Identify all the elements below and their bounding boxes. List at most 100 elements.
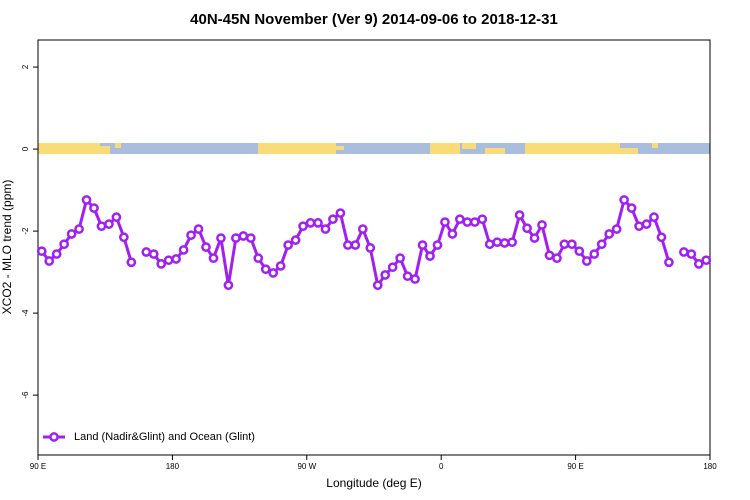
data-point [148,249,159,259]
data-point [499,238,510,248]
y-tick-label: -2 [21,227,30,235]
data-point [574,246,585,257]
data-point [365,243,376,253]
data-point [529,233,540,243]
data-point [193,224,204,234]
data-point [559,239,570,250]
x-tick-label: 180 [166,462,180,471]
data-point [410,274,420,284]
data-point [201,242,211,252]
data-point [395,253,405,264]
data-point [156,259,167,269]
data-point [641,219,652,229]
data-point [417,240,428,250]
y-tick-label: -4 [21,309,30,317]
data-point [634,221,644,232]
series-line [40,198,707,287]
data-point [432,240,443,250]
data-point [484,239,495,250]
data-point [611,224,622,234]
data-point [596,239,607,250]
data-point [44,256,55,266]
data-point [275,261,286,271]
data-point [604,229,615,239]
data-point [89,203,99,213]
data-point [537,220,547,230]
data-point [298,221,308,232]
plot-frame [37,39,711,456]
data-point [350,240,361,250]
data-point [74,224,84,234]
data-point [66,229,77,239]
data-point [679,247,689,257]
data-point [231,233,241,243]
x-axis-label: Longitude (deg E) [326,476,421,490]
data-point [253,253,264,264]
data-point [223,280,234,291]
x-tick-label: 90 W [297,462,316,471]
legend-marker [49,432,59,442]
data-point [357,224,368,234]
data-point [178,245,189,255]
data-point [96,221,107,232]
y-axis-label: XCO2 - MLO trend (ppm) [0,180,14,315]
x-tick-label: 90 E [567,462,583,471]
data-point [59,239,69,250]
data-point [216,233,226,243]
data-point [208,253,219,264]
data-point [581,256,592,266]
data-point [656,232,667,243]
data-point [104,219,114,229]
chart-title: 40N-45N November (Ver 9) 2014-09-06 to 2… [190,11,558,28]
data-point [440,217,450,227]
data-point [552,253,562,264]
y-tick-label: 0 [21,146,30,151]
data-point [260,264,271,275]
data-point [268,268,279,278]
data-point [305,218,316,228]
data-point [626,203,637,213]
data-point [126,257,137,268]
data-point [111,212,122,223]
data-point [171,254,181,264]
data-point [701,255,712,266]
data-point [245,233,256,243]
data-point [320,224,331,234]
data-point [36,246,47,257]
data-point [649,212,659,223]
data-point [51,249,62,259]
data-point [589,249,600,259]
y-tick-label: 2 [21,64,30,69]
data-point [163,255,174,266]
x-tick-label: 90 E [30,462,46,471]
data-point [81,195,92,205]
data-point [567,239,577,250]
data-point [387,262,398,273]
data-point [335,208,346,218]
x-tick-label: 0 [439,462,444,471]
data-point [462,217,473,227]
data-point [455,214,465,225]
data-point [544,250,555,261]
data-point [507,237,517,248]
data-point [380,270,391,280]
data-point [186,230,196,241]
data-point [402,271,413,282]
data-point [343,240,353,250]
data-point [447,229,458,239]
data-point [313,218,323,228]
land-ocean-strip [38,143,710,154]
data-point [372,280,383,291]
data-point [238,231,249,241]
data-point [469,217,480,227]
data-point [619,195,629,205]
y-tick-label: -6 [21,391,30,399]
data-point [664,257,674,268]
data-point [119,232,129,243]
data-point [283,240,293,250]
data-point [477,214,488,225]
data-point [290,235,301,245]
data-point [522,223,532,234]
data-point [514,210,525,220]
